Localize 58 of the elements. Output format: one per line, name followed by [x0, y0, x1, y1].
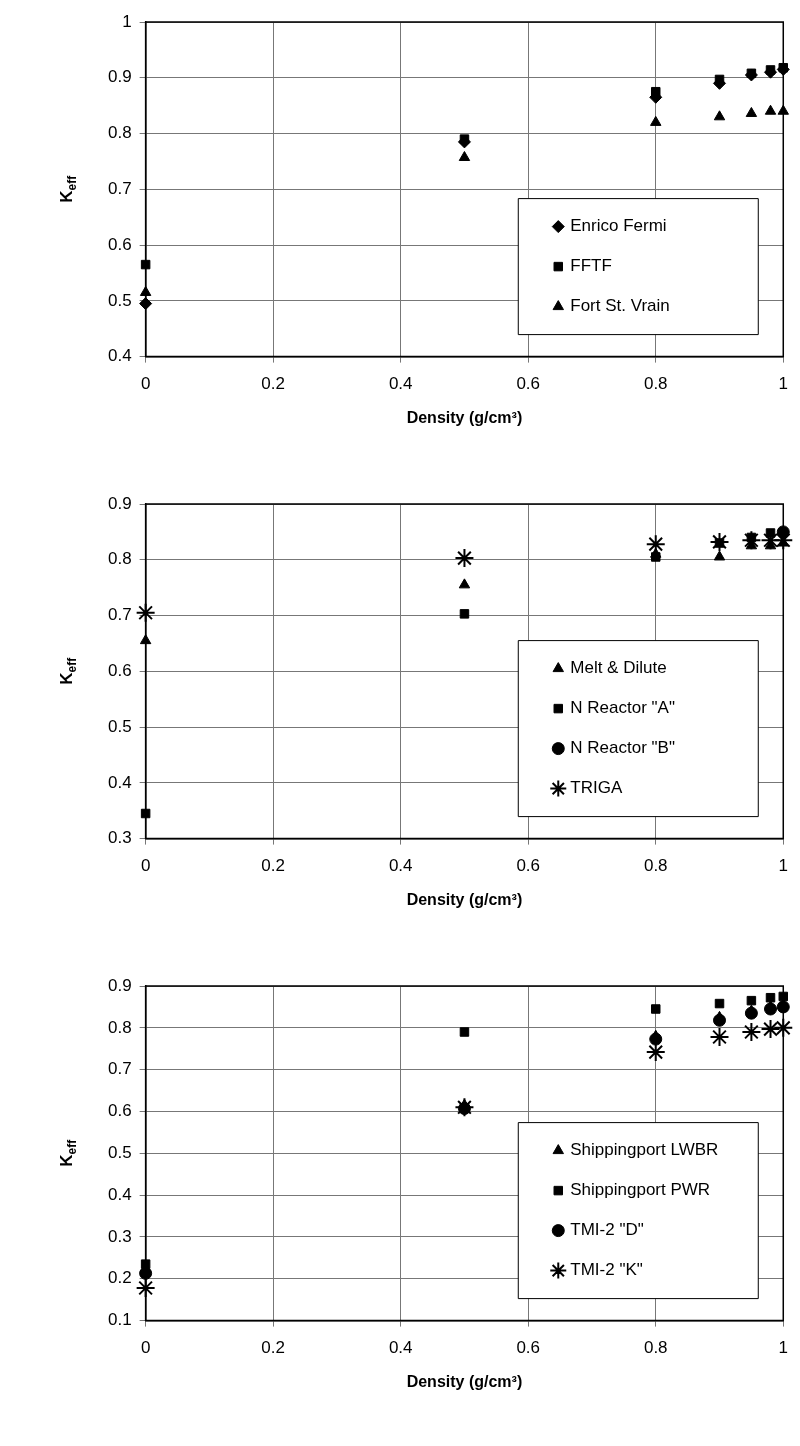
y-tick-label: 1 [122, 11, 132, 31]
y-tick-label: 0.7 [107, 605, 132, 625]
x-tick-label: 0.2 [261, 374, 285, 394]
y-tick-label: 0.5 [107, 290, 132, 310]
legend-label: Enrico Fermi [570, 216, 667, 236]
legend-label: Fort St. Vrain [570, 296, 670, 316]
x-tick-label: 1 [778, 1338, 789, 1358]
x-tick-label: 0.4 [388, 374, 413, 394]
legend-label: TRIGA [570, 778, 623, 798]
y-tick-label: 0.3 [107, 828, 132, 848]
x-tick-label: 0 [140, 856, 151, 876]
y-tick-label: 0.4 [107, 772, 132, 792]
y-tick-label: 0.7 [107, 1059, 132, 1079]
x-tick-label: 0.2 [261, 1338, 285, 1358]
y-tick-label: 0.8 [107, 549, 132, 569]
x-tick-label: 0 [140, 374, 151, 394]
y-axis-title: Keff [57, 175, 80, 203]
x-tick-label: 0.6 [516, 856, 541, 876]
legend-label: Shippingport LWBR [570, 1140, 719, 1160]
y-axis-title: Keff [57, 1139, 80, 1167]
legend-label: Melt & Dilute [570, 658, 667, 678]
y-tick-label: 0.9 [107, 975, 132, 995]
x-axis-title: Density (g/cm³) [406, 891, 523, 909]
x-tick-label: 0.8 [643, 1338, 668, 1358]
y-tick-label: 0.5 [107, 716, 132, 736]
legend-label: TMI-2 "K" [570, 1260, 643, 1280]
x-tick-label: 1 [778, 374, 789, 394]
legend-label: TMI-2 "D" [570, 1220, 644, 1240]
x-tick-label: 0.2 [261, 856, 285, 876]
x-axis-title: Density (g/cm³) [406, 409, 523, 427]
y-tick-label: 0.8 [107, 1017, 132, 1037]
y-axis-title: Keff [57, 657, 80, 685]
x-tick-label: 0.4 [388, 1338, 413, 1358]
legend-label: Shippingport PWR [570, 1180, 711, 1200]
y-tick-label: 0.6 [107, 234, 132, 254]
x-tick-label: 0.6 [516, 1338, 541, 1358]
x-tick-label: 0.8 [643, 856, 668, 876]
x-tick-label: 0 [140, 1338, 151, 1358]
y-tick-label: 0.5 [107, 1142, 132, 1162]
legend-label: FFTF [570, 256, 612, 276]
y-tick-label: 0.6 [107, 660, 132, 680]
x-tick-label: 0.8 [643, 374, 668, 394]
legend-label: N Reactor "B" [570, 738, 675, 758]
x-tick-label: 0.6 [516, 374, 541, 394]
y-tick-label: 0.4 [107, 346, 132, 366]
y-tick-label: 0.4 [107, 1184, 132, 1204]
y-tick-label: 0.9 [107, 67, 132, 87]
x-axis-title: Density (g/cm³) [406, 1373, 523, 1391]
x-tick-label: 0.4 [388, 856, 413, 876]
y-tick-label: 0.8 [107, 123, 132, 143]
y-tick-label: 0.1 [107, 1310, 132, 1330]
y-tick-label: 0.7 [107, 178, 132, 198]
y-tick-label: 0.9 [107, 493, 132, 513]
y-tick-label: 0.6 [107, 1101, 132, 1121]
legend-label: N Reactor "A" [570, 698, 675, 718]
y-tick-label: 0.2 [107, 1268, 132, 1288]
y-tick-label: 0.3 [107, 1226, 132, 1246]
x-tick-label: 1 [778, 856, 789, 876]
